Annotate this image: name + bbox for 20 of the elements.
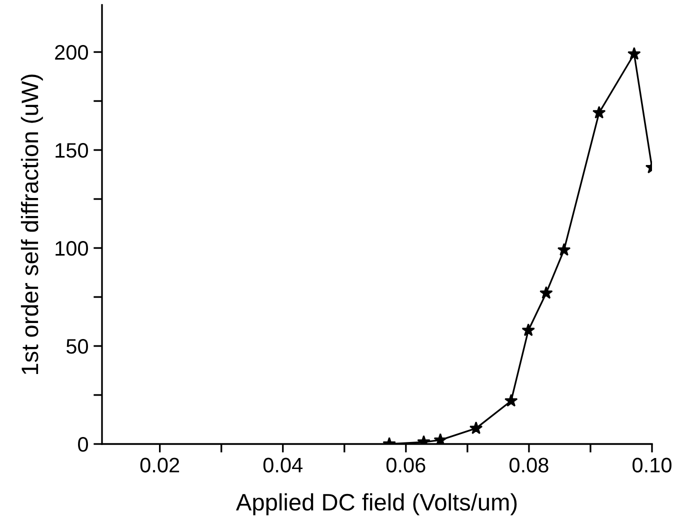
point <box>469 421 483 434</box>
point <box>592 106 606 119</box>
x-axis-title: Applied DC field (Volts/um) <box>236 493 517 516</box>
y-tick-label: 150 <box>56 143 88 158</box>
x-tick-label: 0.08 <box>510 458 548 472</box>
x-tick-label: 0.02 <box>140 458 180 472</box>
point <box>504 394 518 407</box>
y-tick-label: 0 <box>78 437 88 452</box>
y-tick-label: 50 <box>66 339 88 354</box>
point <box>522 323 535 336</box>
y-tick-label: 200 <box>55 45 88 60</box>
y-tick-label: 100 <box>56 241 88 256</box>
point <box>557 243 571 256</box>
point <box>434 433 448 444</box>
point <box>540 286 553 299</box>
x-tick-label: 0.06 <box>386 458 426 472</box>
y-axis-title: 1st order self diffraction (uW) <box>20 74 43 374</box>
x-tick-label: 0.04 <box>263 458 303 472</box>
x-tick-label: 0.10 <box>632 458 672 472</box>
point <box>628 47 641 60</box>
